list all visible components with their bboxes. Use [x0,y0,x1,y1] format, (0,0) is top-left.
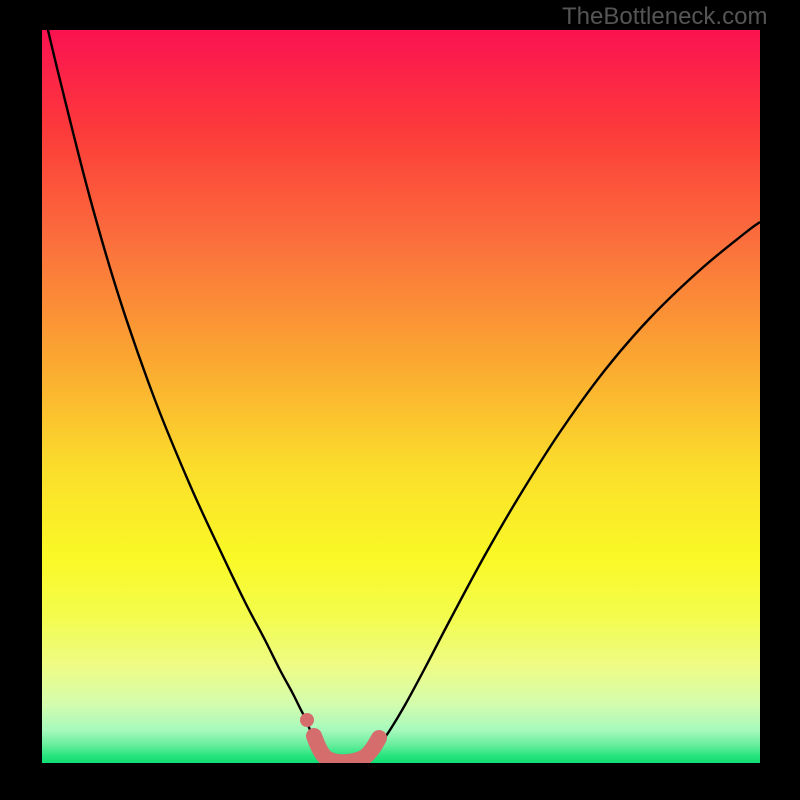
bottleneck-curve-chart [0,0,800,800]
watermark-label: TheBottleneck.com [562,3,767,31]
chart-stage: TheBottleneck.com [0,0,800,800]
gradient-panel [42,30,760,763]
optimal-zone-marker [300,713,314,727]
